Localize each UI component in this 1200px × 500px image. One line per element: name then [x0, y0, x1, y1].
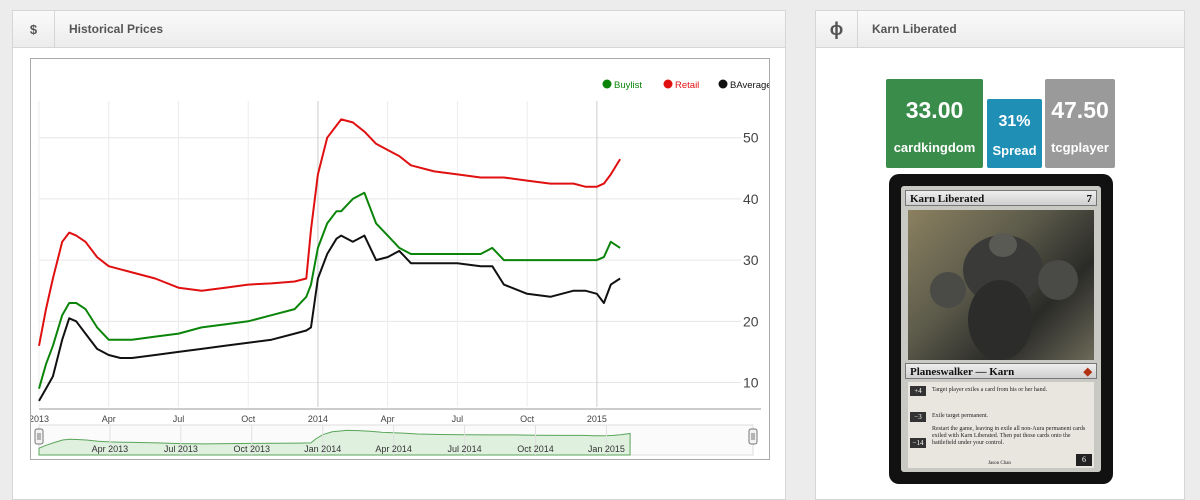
navigator-label: Apr 2013	[92, 444, 129, 454]
panel-header: ϕ Karn Liberated	[816, 11, 1184, 48]
series-line-buylist	[38, 191, 621, 389]
spread-tile: 31% Spread	[987, 99, 1042, 168]
card-name: Karn Liberated	[910, 193, 985, 205]
price-chart[interactable]: 10 20 30 40 50 2013 Apr Jul Oct 2014 Apr Jul Oct 2015…	[30, 58, 770, 460]
card-text-box: +4 Target player exiles a card from his …	[908, 382, 1094, 468]
set-symbol-icon: ◆	[1083, 366, 1092, 378]
cardkingdom-label: cardkingdom	[893, 140, 976, 155]
panel-title: Historical Prices	[69, 22, 164, 36]
navigator-label: Jul 2014	[448, 444, 482, 454]
card-artwork	[908, 210, 1094, 360]
tcgplayer-label: tcgplayer	[1051, 140, 1109, 155]
legend-marker-buylist	[602, 79, 612, 89]
card-artist: Jason Chan	[988, 461, 1011, 466]
card-image: Karn Liberated 7 Planeswalker — Karn ◆ +…	[889, 174, 1113, 484]
legend-label-baverage: BAverage	[730, 80, 769, 91]
x-tick-label: Apr	[381, 414, 395, 424]
card-mana-cost: 7	[1086, 193, 1093, 205]
ability-text: Exile target permanent.	[932, 413, 989, 419]
x-tick-label: Jul	[173, 414, 185, 424]
card-name-bar: Karn Liberated 7	[905, 190, 1097, 206]
legend-label-retail: Retail	[675, 80, 699, 91]
y-tick-label: 30	[743, 252, 759, 268]
legend-marker-retail	[663, 79, 673, 89]
panel-title: Karn Liberated	[872, 22, 957, 36]
tcgplayer-price: 47.50	[1051, 97, 1109, 123]
navigator-label: Jan 2015	[588, 444, 625, 454]
loyalty-cost: −14	[910, 438, 926, 448]
y-tick-label: 50	[743, 130, 759, 146]
card-frame: Karn Liberated 7 Planeswalker — Karn ◆ +…	[901, 186, 1101, 472]
card-info-panel: ϕ Karn Liberated 33.00 cardkingdom 31% S…	[815, 10, 1185, 500]
loyalty-cost: −3	[910, 412, 926, 422]
navigator-label: Oct 2013	[234, 444, 271, 454]
phi-icon: ϕ	[816, 11, 858, 47]
navigator-area	[38, 429, 631, 456]
x-tick-label: Oct	[241, 414, 256, 424]
ability-text: Restart the game, leaving in exile all n…	[932, 426, 1086, 446]
golem-art-icon	[930, 233, 1078, 360]
cardkingdom-price: 33.00	[905, 97, 964, 123]
navigator-handle-right[interactable]	[748, 428, 758, 445]
navigator-handle-left[interactable]	[34, 428, 44, 445]
legend-label-buylist: Buylist	[614, 80, 642, 91]
series-line-baverage	[38, 234, 621, 402]
tcgplayer-price-tile[interactable]: 47.50 tcgplayer	[1045, 79, 1115, 168]
spread-label: Spread	[992, 143, 1037, 158]
x-tick-label: 2015	[587, 414, 607, 424]
chart-canvas: 10 20 30 40 50 2013 Apr Jul Oct 2014 Apr Jul Oct 2015…	[31, 79, 769, 456]
y-tick-label: 40	[743, 191, 759, 207]
x-tick-label: Oct	[520, 414, 535, 424]
legend-marker-baverage	[718, 79, 728, 89]
x-tick-label: 2014	[308, 414, 328, 424]
spread-value: 31%	[998, 113, 1031, 130]
ability-text: Target player exiles a card from his or …	[932, 387, 1048, 393]
navigator-label: Apr 2014	[375, 444, 412, 454]
x-tick-label: 2013	[31, 414, 49, 424]
navigator-label: Oct 2014	[517, 444, 554, 454]
historical-prices-panel: $ Historical Prices 10 20 30 40 50 2013 Apr Jul…	[12, 10, 786, 500]
series-line-retail	[38, 118, 621, 346]
x-tick-label: Jul	[452, 414, 464, 424]
card-type-bar: Planeswalker — Karn ◆	[905, 363, 1097, 379]
y-tick-label: 20	[743, 313, 759, 329]
cardkingdom-price-tile[interactable]: 33.00 cardkingdom	[886, 79, 983, 168]
y-tick-label: 10	[743, 375, 759, 391]
x-tick-label: Apr	[102, 414, 116, 424]
card-type-line: Planeswalker — Karn	[910, 366, 1015, 378]
navigator-label: Jul 2013	[164, 444, 198, 454]
loyalty-cost: +4	[910, 386, 926, 396]
navigator-label: Jan 2014	[304, 444, 341, 454]
card-loyalty: 6	[1076, 454, 1092, 466]
dollar-icon: $	[13, 11, 55, 47]
panel-header: $ Historical Prices	[13, 11, 785, 48]
